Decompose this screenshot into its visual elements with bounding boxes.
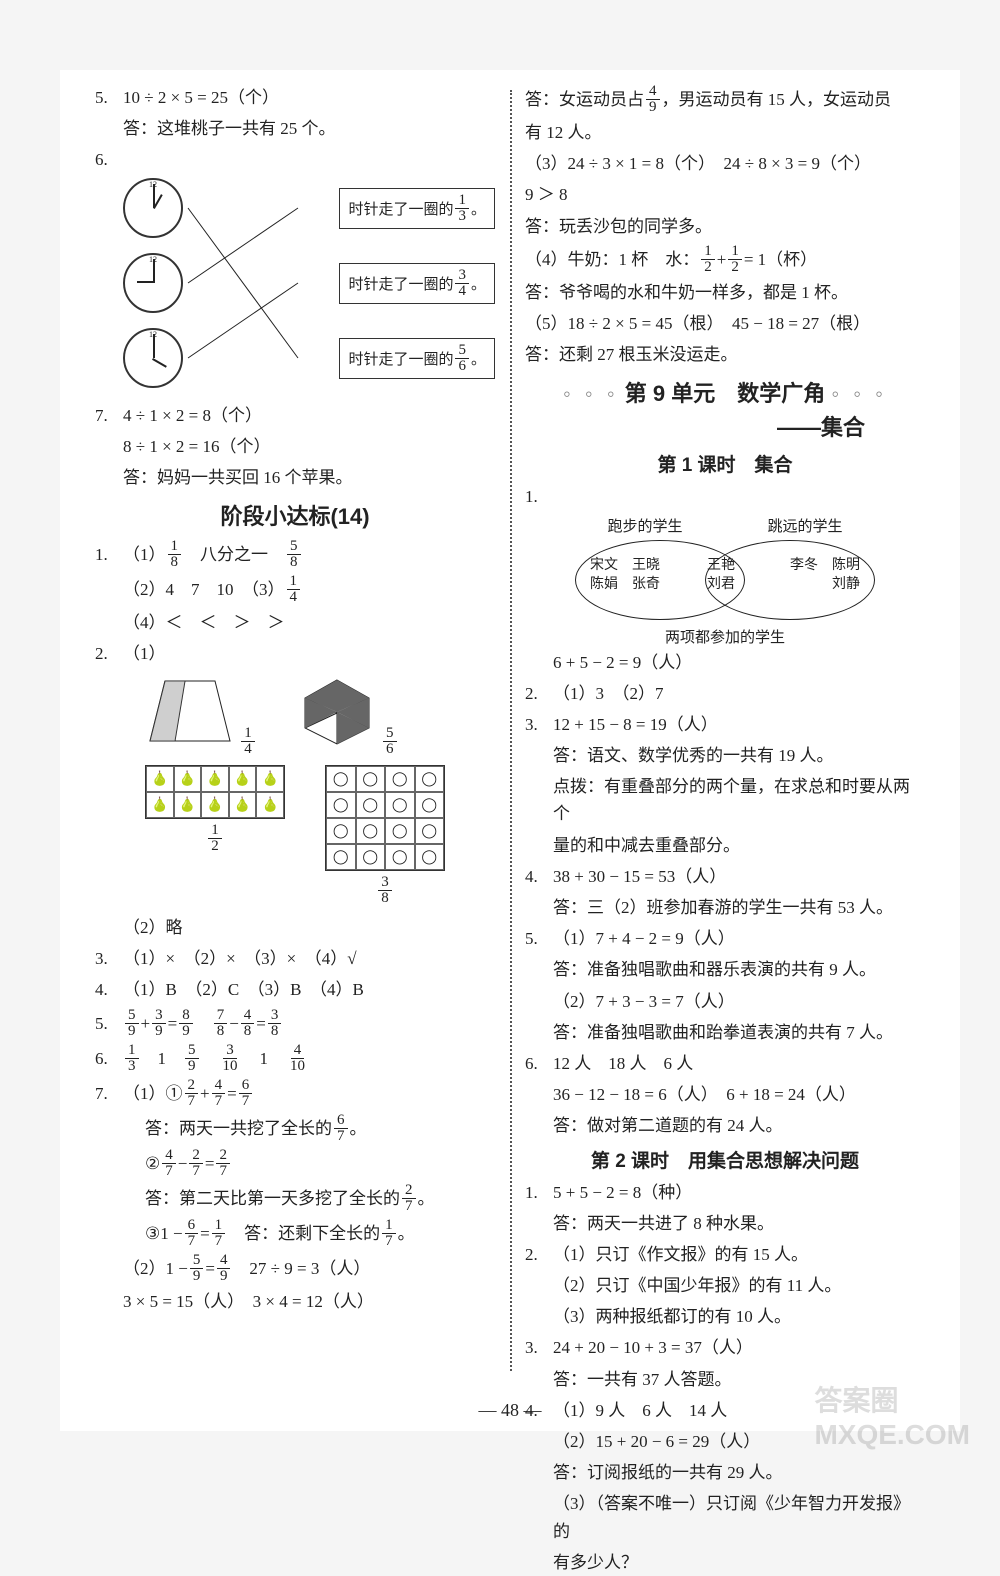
rt-l4: 9 ＞ 8 <box>525 181 925 208</box>
rq3-l1: 3.12 + 15 − 8 = 19（人） <box>525 711 925 738</box>
rt-l6: （4）牛奶：1 杯 水： 12 + 12 = 1（杯） <box>525 244 925 275</box>
rq4-l2: 答：三（2）班参加春游的学生一共有 53 人。 <box>525 894 925 921</box>
rq4-l1: 4.38 + 30 − 15 = 53（人） <box>525 863 925 890</box>
left-column: 5.10 ÷ 2 × 5 = 25（个） 答：这堆桃子一共有 25 个。 6. … <box>80 80 510 1391</box>
rt-l1: 答：女运动员占 49 ，男运动员有 15 人，女运动员 <box>525 84 925 115</box>
s7-ans1: 答：两天一共挖了全长的 67 。 <box>95 1113 495 1144</box>
watermark: 答案圈 MXQE.COM <box>814 1379 970 1451</box>
rq6-l2: 36 − 12 − 18 = 6（人） 6 + 18 = 24（人） <box>525 1081 925 1108</box>
q6-box-1: 时针走了一圈的 13 。 <box>339 188 495 229</box>
q7-l1: 7.4 ÷ 1 × 2 = 8（个） <box>95 402 495 429</box>
lesson1-title: 第 1 课时 集合 <box>525 450 925 477</box>
s7-p4-l2: 3 × 5 = 15（人） 3 × 4 = 12（人） <box>95 1288 495 1315</box>
rq1-expr: 6 + 5 − 2 = 9（人） <box>525 649 925 676</box>
q7-l2: 8 ÷ 1 × 2 = 16（个） <box>95 433 495 460</box>
rt-l9: 答：还剩 27 根玉米没运走。 <box>525 341 925 368</box>
rt-l7: 答：爷爷喝的水和牛奶一样多，都是 1 杯。 <box>525 279 925 306</box>
section-title: 阶段小达标(14) <box>95 499 495 531</box>
clock-3: 12 <box>123 328 183 388</box>
rq2: 2.（1）3 （2）7 <box>525 680 925 707</box>
s2-label: 2.（1） <box>95 640 495 667</box>
q6-box-3: 时针走了一圈的 56 。 <box>339 338 495 379</box>
s7-ans2: 答：第二天比第一天多挖了全长的 27 。 <box>95 1183 495 1214</box>
s6: 6. 13 1 59 310 1 410 <box>95 1043 495 1074</box>
rr2-l3: （3）两种报纸都订的有 10 人。 <box>525 1303 925 1330</box>
q6-lines <box>183 178 303 388</box>
rr3-l1: 3.24 + 20 − 10 + 3 = 37（人） <box>525 1334 925 1361</box>
unit-title-2: ——集合 <box>525 410 925 442</box>
s4: 4.（1）B （2）C （3）B （4）B <box>95 976 495 1003</box>
rt-l8: （5）18 ÷ 2 × 5 = 45（根） 45 − 18 = 27（根） <box>525 310 925 337</box>
s1-p2: （2）4 7 10 （3） 14 <box>95 574 495 605</box>
rq6-l1: 6.12 人 18 人 6 人 <box>525 1050 925 1077</box>
venn-left-names: 宋文 王晓 陈娟 张奇 <box>590 556 660 595</box>
rq1-label: 1. <box>525 483 925 510</box>
venn-top-right: 跳远的学生 <box>767 515 842 536</box>
rr1-l2: 答：两天一共进了 8 种水果。 <box>525 1210 925 1237</box>
trapezoid-icon <box>145 676 235 746</box>
venn-right-names: 李冬 陈明 刘静 <box>790 556 860 595</box>
q6-box-2: 时针走了一圈的 34 。 <box>339 263 495 304</box>
rr2-l2: （2）只订《中国少年报》的有 11 人。 <box>525 1272 925 1299</box>
clock-1: 12 <box>123 178 183 238</box>
pear-grid: 🍐🍐🍐🍐🍐 🍐🍐🍐🍐🍐 <box>145 765 285 819</box>
rq5-l3: （2）7 + 3 − 3 = 7（人） <box>525 988 925 1015</box>
rr4-l4: （3）（答案不唯一）只订阅《少年智力开发报》的 <box>525 1490 925 1544</box>
s2-shapes-1: 14 56 <box>95 676 495 758</box>
rr4-l3: 答：订阅报纸的一共有 29 人。 <box>525 1459 925 1486</box>
rt-l3: （3）24 ÷ 3 × 1 = 8（个） 24 ÷ 8 × 3 = 9（个） <box>525 150 925 177</box>
s2-shapes-2: 🍐🍐🍐🍐🍐 🍐🍐🍐🍐🍐 12 ◯◯◯◯ ◯◯◯◯ ◯◯◯◯ ◯◯◯◯ 38 <box>95 765 495 906</box>
text: 10 ÷ 2 × 5 = 25（个） <box>123 84 279 111</box>
rt-l2: 有 12 人。 <box>525 119 925 146</box>
rq3-l2: 答：语文、数学优秀的一共有 19 人。 <box>525 742 925 769</box>
rr1-l1: 1.5 + 5 − 2 = 8（种） <box>525 1179 925 1206</box>
hexagon-icon <box>297 676 377 746</box>
venn-mid-names: 王艳 刘君 <box>707 556 735 595</box>
venn-top-left: 跑步的学生 <box>607 515 682 536</box>
venn-diagram: 跑步的学生 跳远的学生 宋文 王晓 陈娟 张奇 王艳 刘君 李冬 陈明 刘静 两… <box>565 515 885 645</box>
rq3-l3: 点拨：有重叠部分的两个量，在求总和时要从两个 <box>525 773 925 827</box>
q7-ans: 答：妈妈一共买回 16 个苹果。 <box>95 464 495 491</box>
q5-expr: 5.10 ÷ 2 × 5 = 25（个） <box>95 84 495 111</box>
rr2-l1: 2.（1）只订《作文报》的有 15 人。 <box>525 1241 925 1268</box>
page-number: — 48 — <box>479 1400 542 1421</box>
venn-bottom: 两项都参加的学生 <box>565 626 885 647</box>
clock-2: 12 <box>123 253 183 313</box>
rq5-l4: 答：准备独唱歌曲和跆拳道表演的共有 7 人。 <box>525 1019 925 1046</box>
s1-p4: （4）＜ ＜ ＞ ＞ <box>95 609 495 636</box>
rr4-l5: 有多少人？ <box>525 1549 925 1576</box>
right-column: 答：女运动员占 49 ，男运动员有 15 人，女运动员 有 12 人。 （3）2… <box>510 80 940 1391</box>
lesson2-title: 第 2 课时 用集合思想解决问题 <box>525 1146 925 1173</box>
s5: 5. 59 + 39 = 89 78 − 48 = 38 <box>95 1008 495 1039</box>
q5-ans: 答：这堆桃子一共有 25 个。 <box>95 115 495 142</box>
s2-p2: （2）略 <box>95 914 495 941</box>
s3: 3.（1）× （2）× （3）× （4）√ <box>95 945 495 972</box>
q6-diagram: 12 12 12 时针走 <box>123 178 495 398</box>
page: 5.10 ÷ 2 × 5 = 25（个） 答：这堆桃子一共有 25 个。 6. … <box>60 70 960 1431</box>
s7-p4: （2）1 − 59 = 49 27 ÷ 9 = 3（人） <box>95 1253 495 1284</box>
rq3-l4: 量的和中减去重叠部分。 <box>525 832 925 859</box>
rq6-l3: 答：做对第二道题的有 24 人。 <box>525 1112 925 1139</box>
rq5-l1: 5.（1）7 + 4 − 2 = 9（人） <box>525 925 925 952</box>
s7-p1: 7. （1）① 27 + 47 = 67 <box>95 1078 495 1109</box>
q6-label: 6. <box>95 146 495 173</box>
s7-p2: ② 47 − 27 = 27 <box>95 1148 495 1179</box>
apple-grid: ◯◯◯◯ ◯◯◯◯ ◯◯◯◯ ◯◯◯◯ <box>325 765 445 871</box>
s1-p1: 1. （1） 18 八分之一 58 <box>95 539 495 570</box>
unit-title: ◦ ◦ ◦ 第 9 单元 数学广角 ◦ ◦ ◦ <box>525 376 925 408</box>
s7-p3: ③1 − 67 = 17 答：还剩下全长的 17 。 <box>95 1218 495 1249</box>
column-divider <box>510 90 512 1371</box>
rt-l5: 答：玩丢沙包的同学多。 <box>525 213 925 240</box>
rq5-l2: 答：准备独唱歌曲和器乐表演的共有 9 人。 <box>525 956 925 983</box>
